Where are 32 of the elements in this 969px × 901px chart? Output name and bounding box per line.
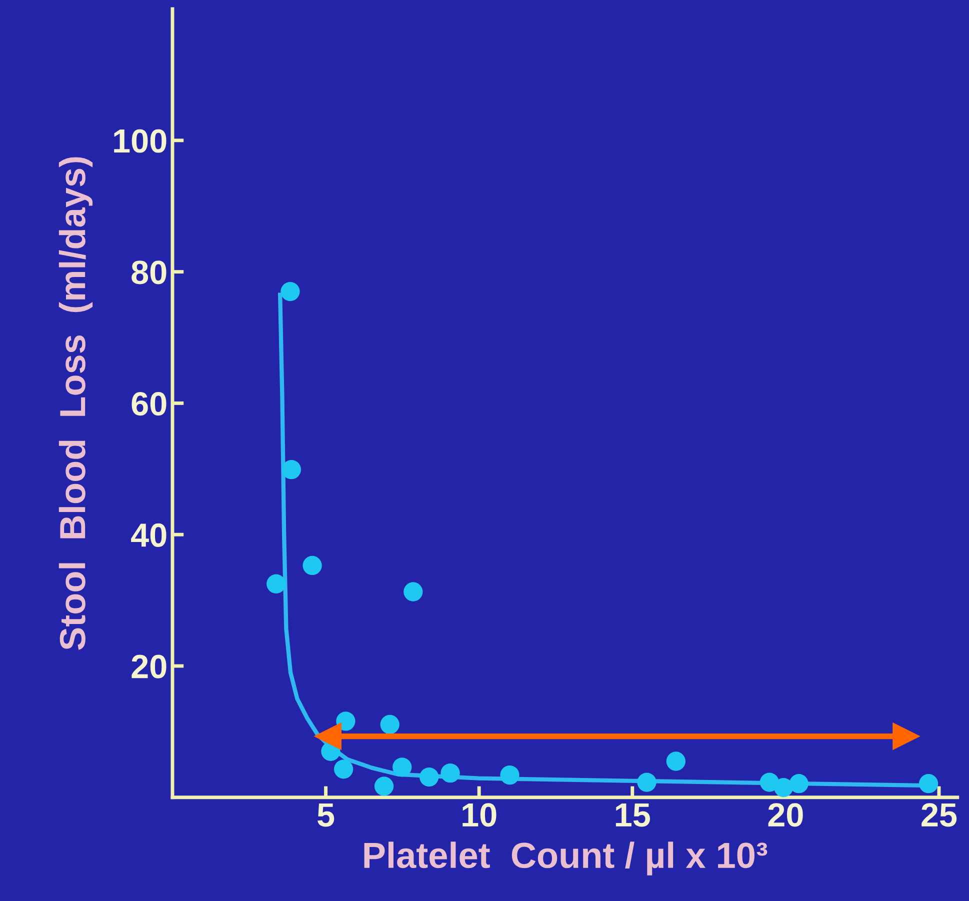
point xyxy=(420,767,439,787)
point xyxy=(280,282,300,302)
x-tick-label: 5 xyxy=(318,803,334,827)
point xyxy=(404,582,423,602)
point xyxy=(314,722,342,750)
point xyxy=(892,722,920,750)
point xyxy=(380,714,400,734)
point xyxy=(666,752,686,771)
point xyxy=(302,556,322,576)
y-axis-title: Stool Blood Loss (ml/days) xyxy=(58,157,93,650)
y-tick-label: 40 xyxy=(131,523,166,547)
point xyxy=(336,712,356,731)
point xyxy=(789,774,808,794)
y-tick-label: 80 xyxy=(132,260,166,284)
point xyxy=(774,778,794,798)
point xyxy=(918,774,938,794)
x-tick-label: 25 xyxy=(922,803,957,827)
y-tick-label: 60 xyxy=(132,392,166,416)
point xyxy=(392,758,412,777)
point xyxy=(637,772,656,792)
x-tick-label: 10 xyxy=(462,803,496,827)
x-tick-label: 15 xyxy=(616,803,650,827)
point xyxy=(266,574,286,594)
point xyxy=(334,760,354,779)
point xyxy=(374,776,394,796)
x-tick-label: 20 xyxy=(768,803,803,827)
x-axis-title: Platelet Count / µl x 10³ xyxy=(364,842,768,876)
y-tick-label: 20 xyxy=(132,654,166,678)
point xyxy=(282,460,302,480)
point xyxy=(440,764,460,783)
y-tick-label: 100 xyxy=(114,129,166,153)
point xyxy=(500,765,520,785)
